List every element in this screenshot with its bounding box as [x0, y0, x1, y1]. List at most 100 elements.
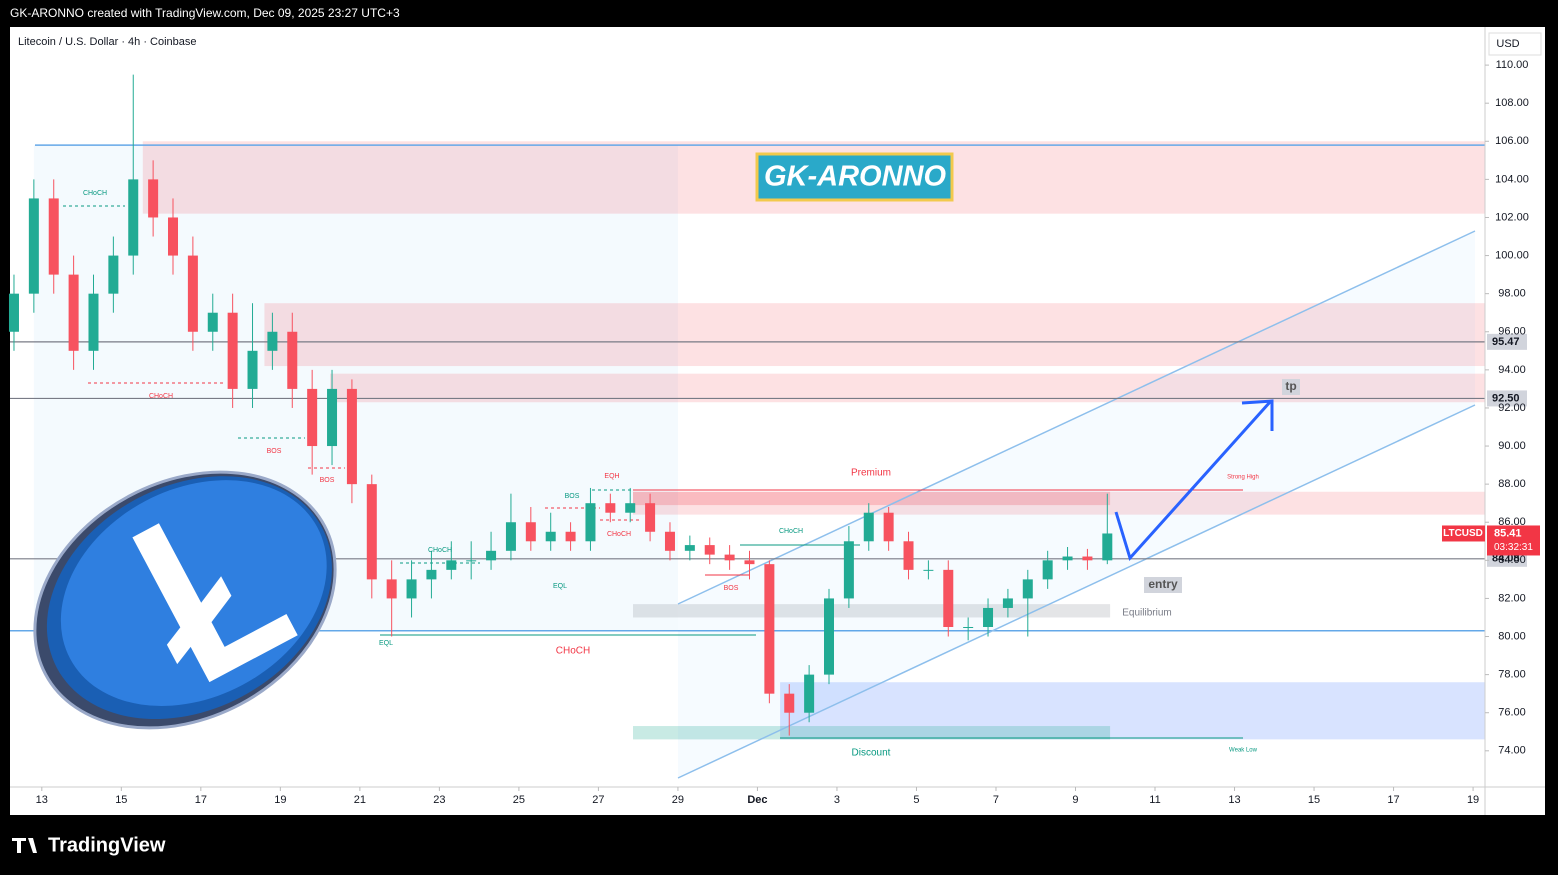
annotation: BOS — [724, 585, 739, 592]
y-tick-label: 76.00 — [1498, 707, 1526, 719]
candle-body — [903, 541, 914, 570]
candle-body — [505, 522, 516, 551]
candle-body — [764, 564, 775, 694]
annotation: Discount — [852, 748, 891, 759]
candle-body — [863, 512, 874, 542]
candle-body — [307, 388, 318, 447]
y-tick-label: 86.00 — [1498, 516, 1526, 528]
candle-body — [48, 198, 59, 275]
price-badge-label: 92.50 — [1492, 392, 1520, 404]
annotation: CHoCH — [779, 528, 803, 535]
currency-box — [1488, 32, 1542, 56]
candle-body — [545, 531, 556, 542]
candle-body — [684, 545, 695, 551]
y-tick-label: 74.00 — [1498, 745, 1526, 757]
channel-line — [677, 230, 1476, 605]
zone — [264, 303, 1485, 367]
candle-body — [1062, 556, 1073, 561]
candle-body — [1002, 598, 1013, 608]
projection-arrow — [1114, 399, 1274, 561]
candle-body — [426, 569, 437, 580]
candle-body — [1022, 579, 1033, 599]
candle-body — [883, 512, 894, 542]
annotation: EQL — [379, 640, 393, 647]
y-tick-label: 98.00 — [1498, 288, 1526, 300]
candle-body — [366, 484, 377, 580]
symbol-label: LTCUSD — [1443, 528, 1483, 539]
candle-body — [346, 388, 357, 485]
header: GK-ARONNO created with TradingView.com, … — [10, 6, 400, 20]
candle-body — [923, 569, 934, 571]
annotation: entry — [1148, 577, 1178, 591]
candle-body — [8, 293, 19, 332]
y-tick-label: 100.00 — [1495, 249, 1529, 261]
candle-body — [804, 674, 815, 713]
candle-body — [168, 217, 179, 256]
candle-body — [744, 560, 755, 565]
x-tick-label: 29 — [672, 794, 684, 806]
price-badge — [1487, 333, 1527, 350]
y-tick-label: 108.00 — [1495, 97, 1529, 109]
currency: USD — [1496, 38, 1519, 50]
y-tick-label: 96.00 — [1498, 326, 1526, 338]
price-badge-label: 84.08 — [1492, 553, 1520, 565]
annotation: CHoCH — [556, 646, 590, 657]
candle-body — [148, 179, 159, 218]
x-tick-label: 13 — [36, 794, 48, 806]
channel-fill — [678, 231, 1475, 778]
candle-body — [128, 179, 139, 256]
annotation: BOS — [267, 448, 282, 455]
candle-body — [943, 569, 954, 627]
coin-logo — [33, 470, 337, 730]
x-tick-label: 11 — [1149, 794, 1160, 806]
candle-body — [287, 331, 298, 389]
annotation: tp — [1285, 379, 1296, 393]
annotation: CHoCH — [428, 547, 452, 554]
price-badge — [1487, 390, 1527, 407]
x-tick-label: 9 — [1072, 794, 1078, 806]
x-tick-label: 17 — [195, 794, 207, 806]
label-box — [1282, 379, 1300, 395]
zone — [632, 491, 1111, 506]
banner-box — [755, 152, 954, 202]
countdown: 03:32:31 — [1494, 542, 1533, 553]
annotation: Equilibrium — [1122, 608, 1171, 619]
annotation: Strong High — [1227, 475, 1259, 481]
candle-body — [108, 255, 119, 294]
footer-brand: TradingView — [48, 834, 166, 856]
y-tick-label: 110.00 — [1496, 59, 1529, 71]
y-tick-label: 88.00 — [1498, 478, 1526, 490]
zone — [780, 682, 1485, 740]
price-badge-label: 95.47 — [1492, 336, 1520, 348]
annotation: Premium — [851, 468, 891, 479]
candle-body — [784, 693, 795, 713]
annotation: BOS — [320, 477, 335, 484]
annotation: CHoCH — [83, 190, 107, 197]
banner: GK-ARONNO — [764, 161, 946, 193]
annotation: CHoCH — [607, 531, 631, 538]
coin-symbol — [132, 523, 298, 683]
y-tick-label: 94.00 — [1498, 364, 1526, 376]
candle-body — [565, 531, 576, 542]
annotation: EQL — [553, 583, 567, 590]
candle-body — [227, 312, 238, 389]
annotation: EQH — [604, 473, 619, 480]
candle-body — [68, 274, 79, 351]
y-tick-label: 106.00 — [1495, 135, 1529, 147]
logo-mark — [12, 838, 37, 853]
candle-body — [207, 312, 218, 332]
x-tick-label: 5 — [913, 794, 919, 806]
candle-body — [406, 579, 417, 599]
candle-body — [267, 331, 278, 351]
x-tick-label: 3 — [834, 794, 840, 806]
x-tick-label: 17 — [1387, 794, 1399, 806]
x-tick-label: 19 — [274, 794, 286, 806]
candle-body — [525, 522, 536, 542]
y-tick-label: 80.00 — [1498, 630, 1526, 642]
y-tick-label: 82.00 — [1498, 592, 1526, 604]
candle-body — [1102, 533, 1113, 561]
zone — [632, 491, 1485, 515]
candle-body — [446, 560, 457, 570]
candle-body — [466, 560, 477, 562]
